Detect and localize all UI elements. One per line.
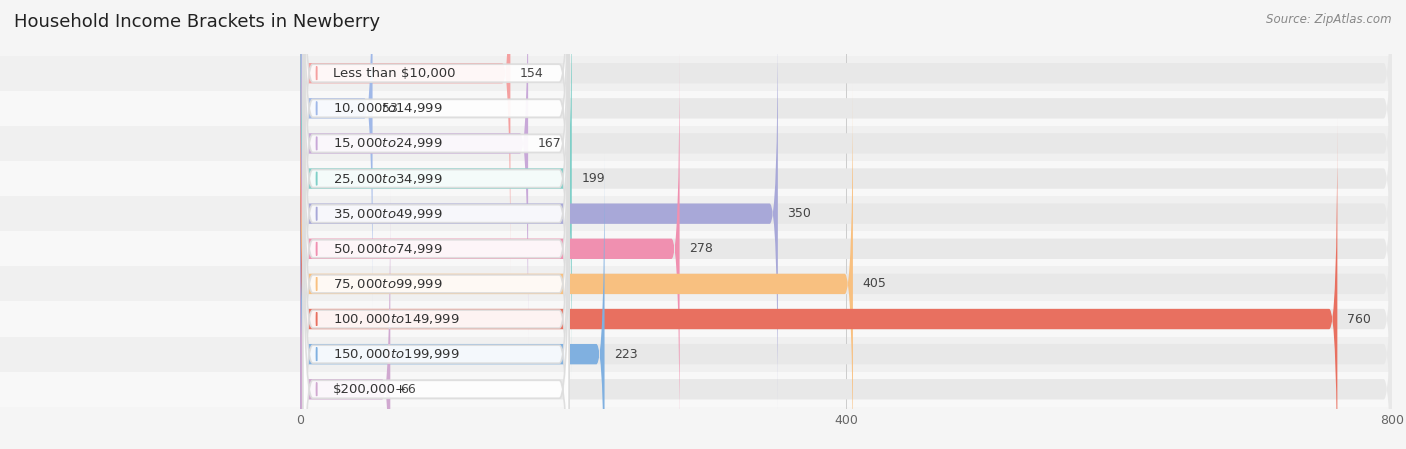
FancyBboxPatch shape — [302, 12, 569, 449]
FancyBboxPatch shape — [302, 117, 569, 449]
Text: 154: 154 — [520, 67, 544, 79]
Text: $10,000 to $14,999: $10,000 to $14,999 — [333, 101, 443, 115]
Text: 66: 66 — [399, 383, 416, 396]
FancyBboxPatch shape — [301, 119, 1337, 449]
FancyBboxPatch shape — [301, 119, 1392, 449]
FancyBboxPatch shape — [301, 0, 529, 344]
Text: $50,000 to $74,999: $50,000 to $74,999 — [333, 242, 443, 256]
FancyBboxPatch shape — [301, 0, 1392, 309]
Text: 760: 760 — [1347, 313, 1371, 326]
FancyBboxPatch shape — [302, 0, 569, 449]
FancyBboxPatch shape — [302, 82, 569, 449]
FancyBboxPatch shape — [0, 56, 1392, 91]
FancyBboxPatch shape — [302, 152, 569, 449]
Text: 350: 350 — [787, 207, 811, 220]
FancyBboxPatch shape — [301, 154, 1392, 449]
FancyBboxPatch shape — [302, 0, 569, 310]
FancyBboxPatch shape — [301, 0, 373, 309]
FancyBboxPatch shape — [0, 372, 1392, 407]
FancyBboxPatch shape — [301, 0, 572, 379]
Text: 199: 199 — [581, 172, 605, 185]
FancyBboxPatch shape — [0, 126, 1392, 161]
Text: 167: 167 — [537, 137, 561, 150]
FancyBboxPatch shape — [0, 301, 1392, 337]
Text: $15,000 to $24,999: $15,000 to $24,999 — [333, 136, 443, 150]
FancyBboxPatch shape — [301, 0, 1392, 344]
FancyBboxPatch shape — [0, 196, 1392, 231]
FancyBboxPatch shape — [301, 84, 853, 449]
Text: $100,000 to $149,999: $100,000 to $149,999 — [333, 312, 460, 326]
Text: 405: 405 — [862, 277, 886, 291]
Text: $150,000 to $199,999: $150,000 to $199,999 — [333, 347, 460, 361]
FancyBboxPatch shape — [301, 189, 1392, 449]
FancyBboxPatch shape — [301, 48, 679, 449]
FancyBboxPatch shape — [301, 154, 605, 449]
FancyBboxPatch shape — [302, 0, 569, 380]
FancyBboxPatch shape — [302, 0, 569, 415]
FancyBboxPatch shape — [301, 84, 1392, 449]
Text: $200,000+: $200,000+ — [333, 383, 406, 396]
FancyBboxPatch shape — [0, 337, 1392, 372]
FancyBboxPatch shape — [302, 0, 569, 345]
Text: Household Income Brackets in Newberry: Household Income Brackets in Newberry — [14, 13, 380, 31]
Text: $35,000 to $49,999: $35,000 to $49,999 — [333, 207, 443, 220]
FancyBboxPatch shape — [0, 266, 1392, 301]
Text: $75,000 to $99,999: $75,000 to $99,999 — [333, 277, 443, 291]
Text: 223: 223 — [614, 348, 638, 361]
Text: Less than $10,000: Less than $10,000 — [333, 67, 456, 79]
Text: 278: 278 — [689, 242, 713, 255]
Text: $25,000 to $34,999: $25,000 to $34,999 — [333, 172, 443, 185]
FancyBboxPatch shape — [301, 0, 1392, 379]
Text: 53: 53 — [382, 102, 398, 115]
FancyBboxPatch shape — [301, 0, 1392, 274]
FancyBboxPatch shape — [301, 13, 1392, 414]
FancyBboxPatch shape — [301, 0, 510, 274]
FancyBboxPatch shape — [0, 91, 1392, 126]
Text: Source: ZipAtlas.com: Source: ZipAtlas.com — [1267, 13, 1392, 26]
FancyBboxPatch shape — [301, 48, 1392, 449]
FancyBboxPatch shape — [0, 231, 1392, 266]
FancyBboxPatch shape — [301, 189, 391, 449]
FancyBboxPatch shape — [302, 47, 569, 449]
FancyBboxPatch shape — [0, 161, 1392, 196]
FancyBboxPatch shape — [301, 13, 778, 414]
